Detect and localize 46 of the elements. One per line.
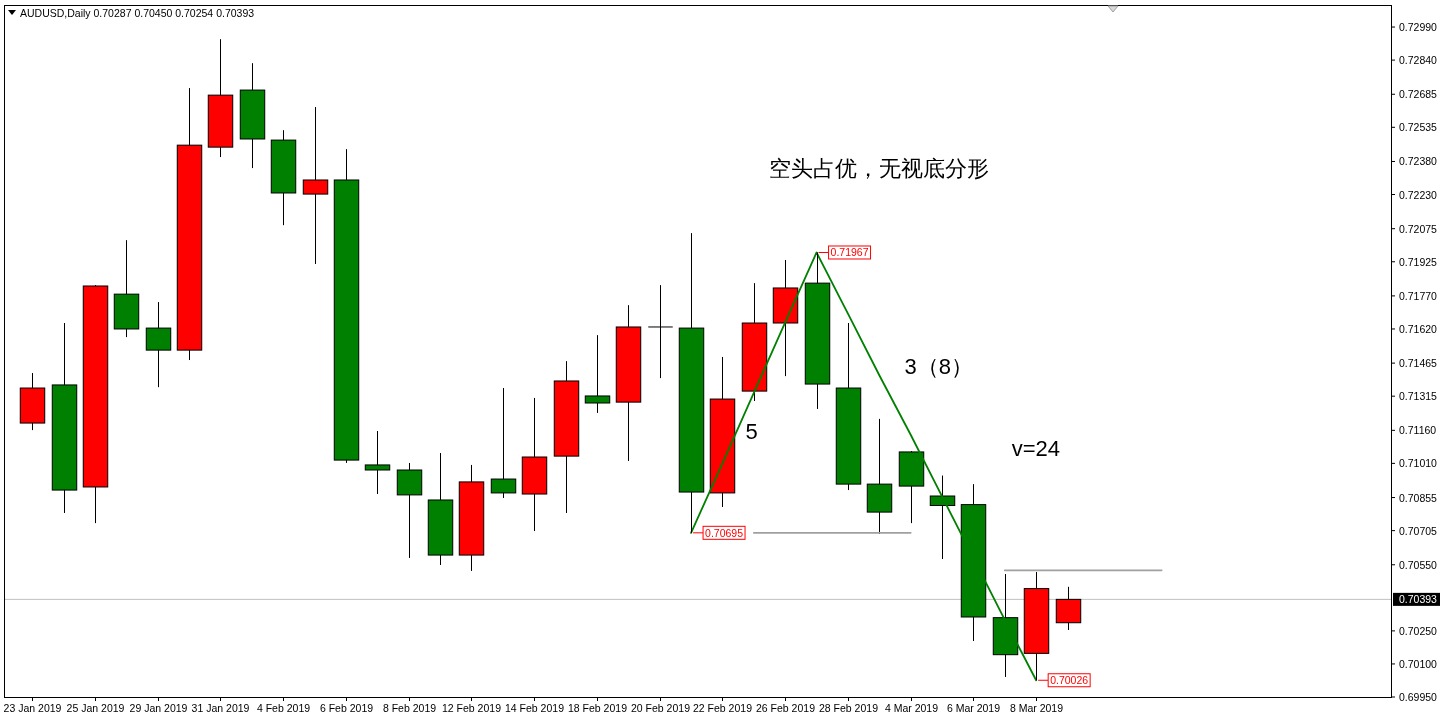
y-tick-label: 0.69950 <box>1399 691 1438 703</box>
annotation: 3（8） <box>904 353 974 379</box>
x-tick-label: 20 Feb 2019 <box>631 702 691 714</box>
y-tick-label: 0.71315 <box>1399 390 1438 403</box>
y-tick-label: 0.70550 <box>1399 558 1438 571</box>
data-label: 0.70026 <box>1050 674 1089 687</box>
y-tick-label: 0.71010 <box>1399 457 1438 470</box>
x-tick-label: 6 Feb 2019 <box>319 702 374 714</box>
y-tick-label: 0.71620 <box>1399 322 1438 335</box>
x-tick-label: 14 Feb 2019 <box>505 702 565 714</box>
x-tick-label: 28 Feb 2019 <box>819 702 879 714</box>
x-tick-label: 4 Mar 2019 <box>884 702 939 714</box>
x-tick-label: 8 Feb 2019 <box>382 702 437 714</box>
y-tick-label: 0.72990 <box>1399 21 1438 34</box>
x-tick-label: 18 Feb 2019 <box>568 702 628 714</box>
annotation: 5 <box>745 418 758 444</box>
x-tick-label: 4 Feb 2019 <box>256 702 311 714</box>
ref-line-label: 0.70393 <box>1399 593 1438 606</box>
annotation: v=24 <box>1011 436 1061 462</box>
y-tick-label: 0.71925 <box>1399 255 1438 268</box>
y-tick-label: 0.71465 <box>1399 357 1438 370</box>
y-tick-label: 0.72685 <box>1399 88 1438 101</box>
y-tick-label: 0.71160 <box>1399 424 1437 437</box>
y-tick-label: 0.70855 <box>1399 491 1438 504</box>
y-tick-label: 0.72840 <box>1399 54 1438 67</box>
x-tick-label: 26 Feb 2019 <box>756 702 816 714</box>
y-tick-label: 0.72380 <box>1399 155 1438 168</box>
x-tick-label: 8 Mar 2019 <box>1009 702 1064 714</box>
x-tick-label: 29 Jan 2019 <box>129 702 188 714</box>
data-label: 0.71967 <box>830 246 869 259</box>
y-tick-label: 0.70250 <box>1399 624 1438 637</box>
annotation: 空头占优，无视底分形 <box>769 155 990 181</box>
y-tick-label: 0.72535 <box>1399 121 1438 134</box>
x-tick-label: 12 Feb 2019 <box>442 702 502 714</box>
data-label: 0.70695 <box>705 526 744 539</box>
x-tick-label: 22 Feb 2019 <box>693 702 753 714</box>
y-tick-label: 0.72075 <box>1399 222 1438 235</box>
x-tick-label: 6 Mar 2019 <box>946 702 1001 714</box>
y-tick-label: 0.71770 <box>1399 289 1438 302</box>
y-tick-label: 0.72230 <box>1399 188 1438 201</box>
chart-title: AUDUSD,Daily 0.70287 0.70450 0.70254 0.70393 <box>20 7 255 19</box>
x-tick-label: 23 Jan 2019 <box>3 702 62 714</box>
y-tick-label: 0.70100 <box>1399 657 1438 670</box>
x-tick-label: 25 Jan 2019 <box>66 702 125 714</box>
x-tick-label: 31 Jan 2019 <box>191 702 250 714</box>
y-tick-label: 0.70705 <box>1399 524 1438 537</box>
